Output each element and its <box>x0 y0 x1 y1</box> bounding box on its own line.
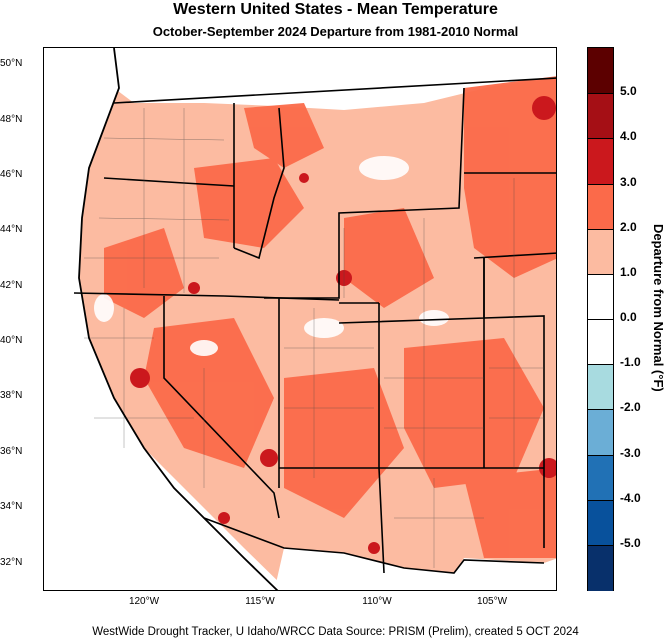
latitude-label-42: 42°N <box>0 280 23 291</box>
longitude-label-105: 105°W <box>476 596 508 607</box>
colorbar-cell <box>588 183 613 231</box>
coastline <box>78 48 279 590</box>
colorbar-cell <box>588 364 613 411</box>
colorbar-cell <box>588 544 613 592</box>
colorbar-cell <box>588 48 613 94</box>
colorbar-cell <box>588 409 613 456</box>
colorbar-tick-label: 0.0 <box>620 310 637 324</box>
colorbar-tick-label: 2.0 <box>620 219 637 234</box>
latitude-label-40: 40°N <box>0 335 23 346</box>
hot-spots <box>130 96 556 554</box>
map-subtitle: October-September 2024 Departure from 19… <box>152 24 519 39</box>
pacific-ocean <box>44 48 277 590</box>
latitude-label-34: 34°N <box>0 501 23 512</box>
colorbar-cell <box>588 273 613 321</box>
colorbar-cell <box>588 499 613 547</box>
longitude-label-120: 120°W <box>128 596 160 607</box>
colorbar-tick-label: 5.0 <box>620 84 637 99</box>
canada-region <box>114 48 556 110</box>
map-title: Western United States - Mean Temperature <box>173 1 498 18</box>
colorbar-tick-label: -2.0 <box>620 400 641 415</box>
longitude-label-110: 110°W <box>362 596 392 607</box>
colorbar-tick-label: 1.0 <box>620 264 637 279</box>
map-area <box>43 47 557 591</box>
latitude-label-46: 46°N <box>0 169 23 180</box>
latitude-label-32: 32°N <box>0 557 23 568</box>
longitude-label-115: 115°W <box>245 596 275 607</box>
colorbar-tick-label: 4.0 <box>620 129 637 144</box>
colorbar-cell <box>588 454 613 502</box>
warm-anomaly-patches <box>104 76 556 558</box>
latitude-label-38: 38°N <box>0 390 23 401</box>
temperature-map <box>44 48 556 590</box>
colorbar-cell <box>588 319 613 366</box>
colorbar-cell <box>588 138 613 185</box>
colorbar-title: Departure from Normal (°F) <box>651 224 666 392</box>
latitude-label-36: 36°N <box>0 446 23 457</box>
colorbar-tick-label: -4.0 <box>620 490 641 505</box>
county-borders <box>84 108 544 568</box>
colorbar-tick-label: -1.0 <box>620 355 641 370</box>
latitude-label-44: 44°N <box>0 224 23 235</box>
colorbar-tick-label: -5.0 <box>620 535 641 550</box>
colorbar-cell <box>588 228 613 276</box>
colorbar-tick-label: 3.0 <box>620 174 637 189</box>
latitude-label-50: 50°N <box>0 58 23 69</box>
latitude-label-48: 48°N <box>0 114 23 125</box>
colorbar <box>587 47 614 592</box>
footer-credit: WestWide Drought Tracker, U Idaho/WRCC D… <box>92 626 579 638</box>
state-borders <box>73 77 556 574</box>
colorbar-tick-label: -3.0 <box>620 445 641 460</box>
colorbar-cell <box>588 93 613 140</box>
mexico-region <box>274 548 556 590</box>
